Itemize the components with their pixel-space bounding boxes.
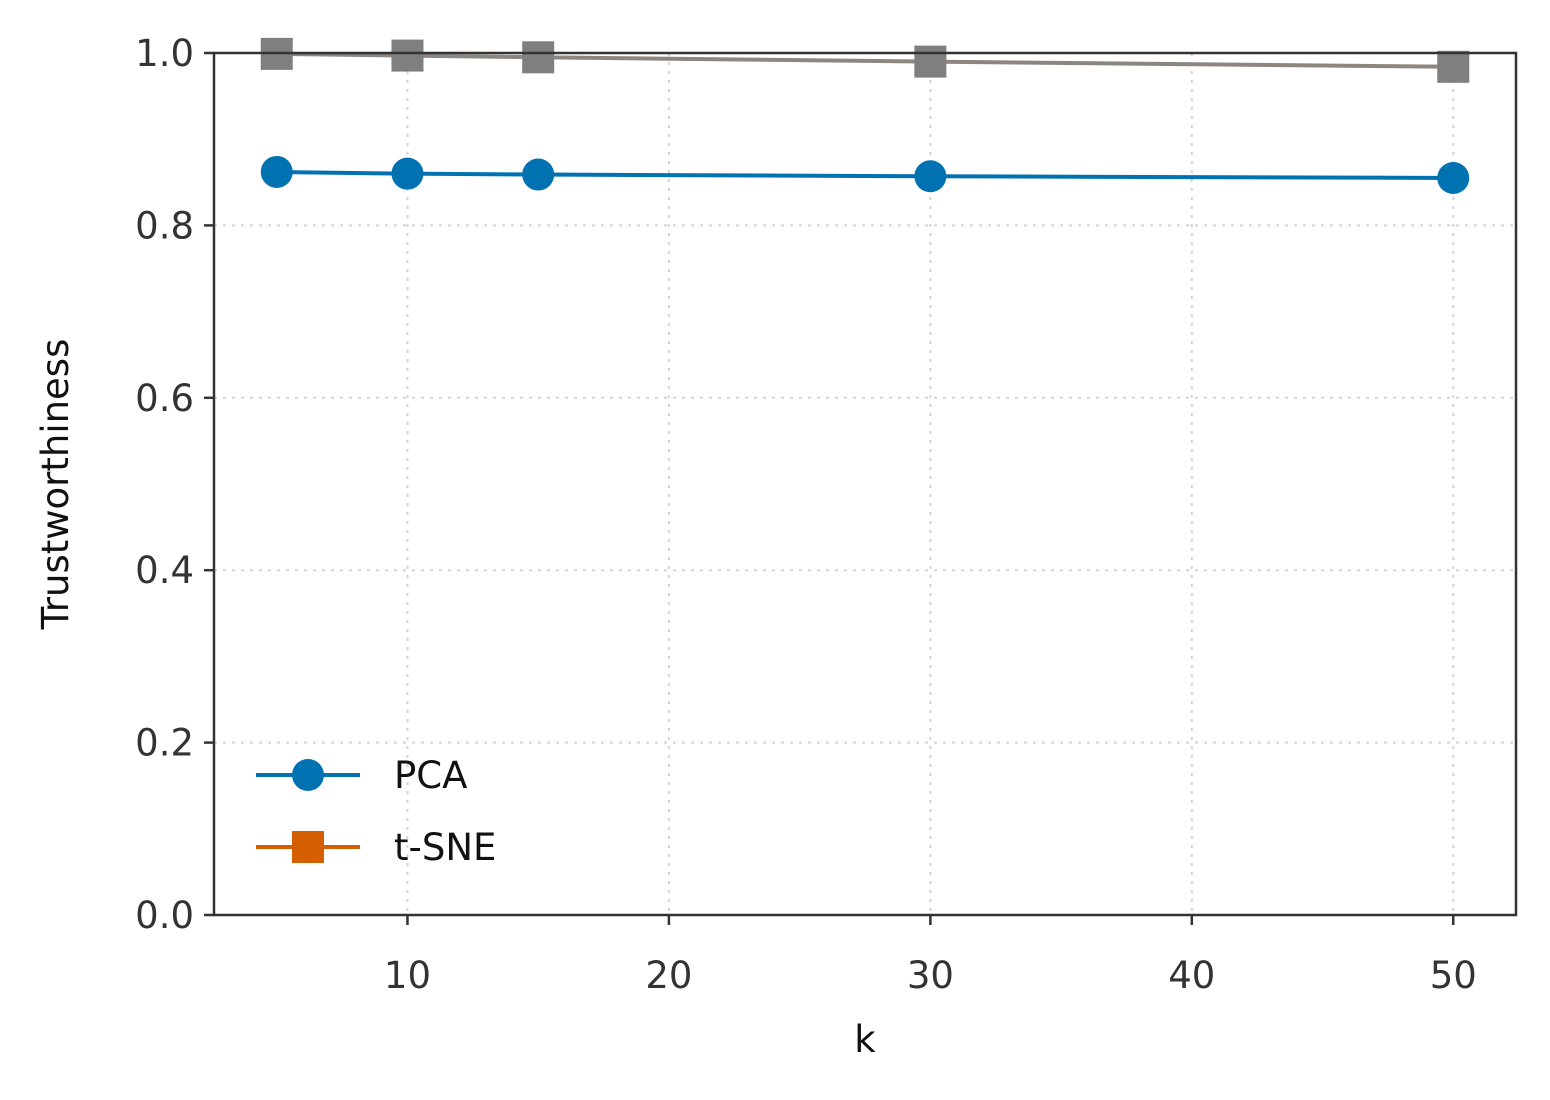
- y-tick-label: 1.0: [135, 32, 194, 75]
- t-sne-point: [522, 41, 555, 74]
- legend-t-sne-marker: [292, 831, 324, 863]
- pca-point: [260, 155, 293, 188]
- axes: 10 20 30 40 50 0.0 0.2 0.4 0.6 0.8 1.0: [135, 32, 1518, 997]
- legend-pca-label: PCA: [394, 754, 467, 797]
- t-sne-point: [1437, 50, 1470, 83]
- y-tick-label: 0.0: [135, 894, 194, 937]
- pca-point: [914, 160, 947, 193]
- y-tick-label: 0.2: [135, 722, 194, 765]
- x-tick-label: 20: [645, 954, 692, 997]
- x-tick-label: 10: [384, 954, 431, 997]
- t-sne-point: [391, 39, 424, 72]
- x-axis-label: k: [854, 1018, 876, 1061]
- legend-pca-marker: [292, 759, 324, 791]
- pca-point: [391, 157, 424, 190]
- pca-point: [522, 158, 555, 191]
- y-tick-label: 0.6: [135, 377, 194, 420]
- pca-point: [1437, 161, 1470, 194]
- x-tick-label: 30: [907, 954, 954, 997]
- legend-t-sne-label: t-SNE: [394, 826, 496, 869]
- legend: PCA t-SNE: [256, 754, 496, 869]
- pca-line: [276, 169, 1454, 180]
- x-tick-label: 50: [1430, 954, 1477, 997]
- x-tick-label: 40: [1168, 954, 1215, 997]
- t-sne-line: [276, 51, 1454, 69]
- y-axis-label: Trustworthiness: [34, 339, 77, 631]
- plot-frame: [212, 51, 1518, 917]
- y-tick-label: 0.4: [135, 549, 194, 592]
- plot-series: [260, 37, 1470, 194]
- t-sne-point: [914, 45, 947, 78]
- y-tick-label: 0.8: [135, 204, 194, 247]
